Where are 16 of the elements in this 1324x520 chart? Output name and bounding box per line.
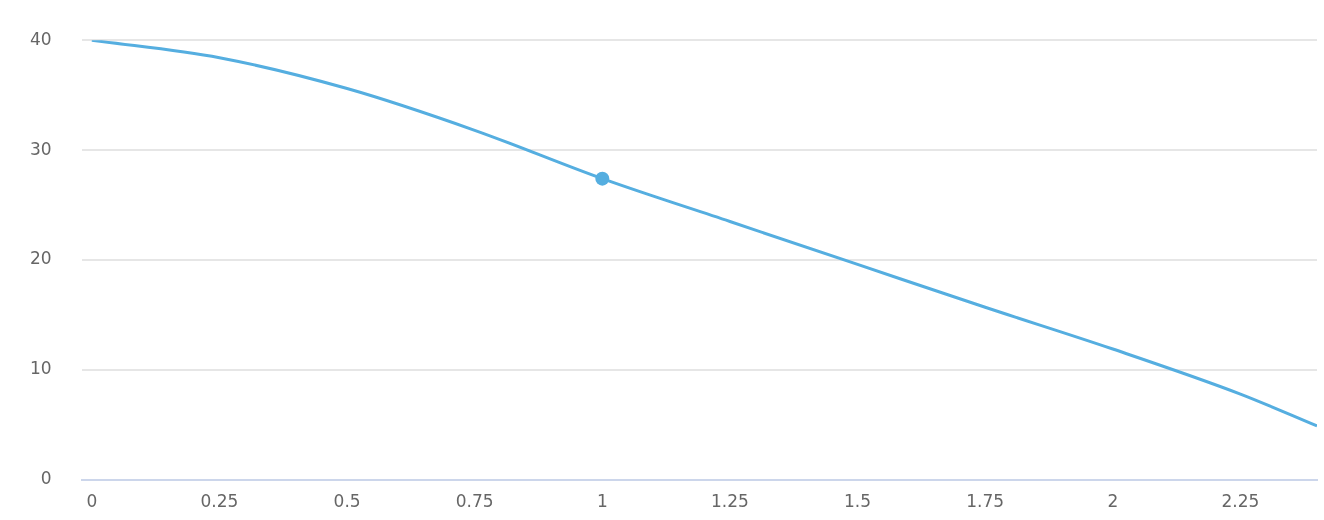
x-tick-label: 2 bbox=[1107, 491, 1119, 512]
x-tick-label: 1.5 bbox=[844, 491, 872, 512]
y-tick-label: 30 bbox=[29, 138, 52, 159]
y-tick-label: 10 bbox=[29, 358, 52, 379]
x-tick-label: 0.5 bbox=[333, 491, 361, 512]
x-tick-label: 0.75 bbox=[455, 491, 494, 512]
y-tick-label: 0 bbox=[40, 468, 52, 489]
x-tick-label: 0 bbox=[86, 491, 98, 512]
y-tick-label: 20 bbox=[29, 248, 52, 269]
x-tick-label: 1 bbox=[596, 491, 608, 512]
x-tick-label: 2.25 bbox=[1221, 491, 1260, 512]
y-tick-label: 40 bbox=[29, 28, 52, 49]
x-tick-label: 1.25 bbox=[711, 491, 749, 512]
x-tick-label: 0.25 bbox=[200, 491, 239, 512]
x-tick-label: 1.75 bbox=[966, 491, 1005, 512]
line-series bbox=[90, 40, 1317, 428]
